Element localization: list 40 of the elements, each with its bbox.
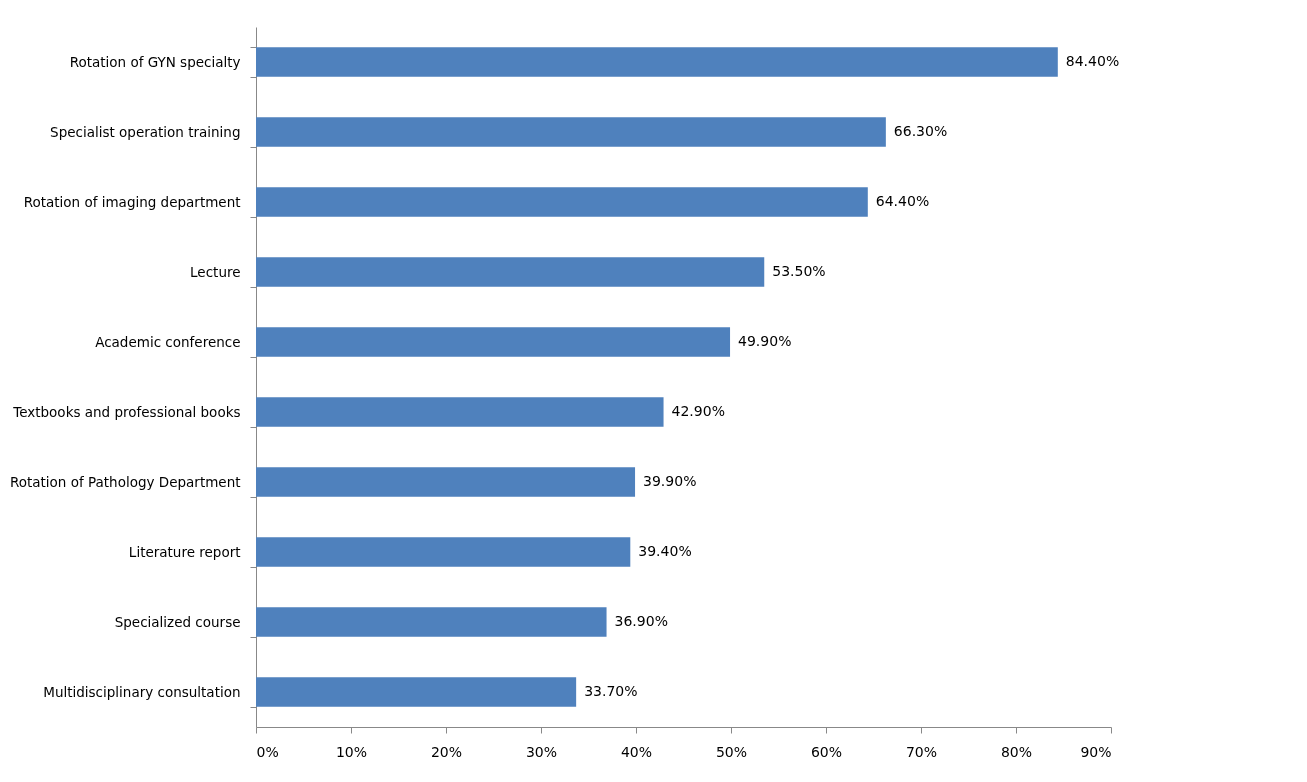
bar <box>256 607 607 637</box>
data-label: 84.40% <box>1065 53 1120 69</box>
y-tick-label: Academic conference <box>95 333 241 350</box>
y-tick-label: Textbooks and professional books <box>12 403 241 420</box>
y-tick-label: Lecture <box>190 263 241 280</box>
x-tick-label: 20% <box>430 743 463 760</box>
y-tick-label: Literature report <box>128 543 241 560</box>
data-label: 49.90% <box>738 333 792 349</box>
y-tick-label: Rotation of imaging department <box>23 193 241 210</box>
data-label: 36.90% <box>614 613 668 629</box>
y-tick-label: Rotation of Pathology Department <box>9 473 241 490</box>
x-tick-label: 80% <box>1000 743 1033 760</box>
data-label: 64.40% <box>875 193 930 209</box>
x-tick-label: 30% <box>525 743 558 760</box>
data-label: 66.30% <box>893 123 948 139</box>
x-tick-label: 60% <box>810 743 843 760</box>
bar <box>256 47 1058 77</box>
bar <box>256 537 631 567</box>
x-tick-label: 90% <box>1080 743 1112 760</box>
bar <box>256 257 765 287</box>
bar <box>256 327 731 357</box>
bar <box>256 187 868 217</box>
data-label: 39.90% <box>643 473 697 489</box>
y-tick-label: Specialist operation training <box>50 123 241 140</box>
data-label: 39.40% <box>638 543 692 559</box>
bar <box>256 397 664 427</box>
x-tick-label: 0% <box>256 743 279 760</box>
data-label: 53.50% <box>772 263 826 279</box>
x-tick-label: 50% <box>715 743 748 760</box>
data-label: 33.70% <box>584 683 638 699</box>
y-tick-label: Specialized course <box>114 613 241 630</box>
x-tick-label: 10% <box>335 743 368 760</box>
bar <box>256 677 577 707</box>
bar <box>256 117 886 147</box>
data-label: 42.90% <box>671 403 725 419</box>
x-tick-label: 70% <box>905 743 938 760</box>
y-tick-label: Multidisciplinary consultation <box>43 683 241 700</box>
bar <box>256 467 636 497</box>
y-tick-label: Rotation of GYN specialty <box>69 53 241 70</box>
x-tick-label: 40% <box>620 743 653 760</box>
